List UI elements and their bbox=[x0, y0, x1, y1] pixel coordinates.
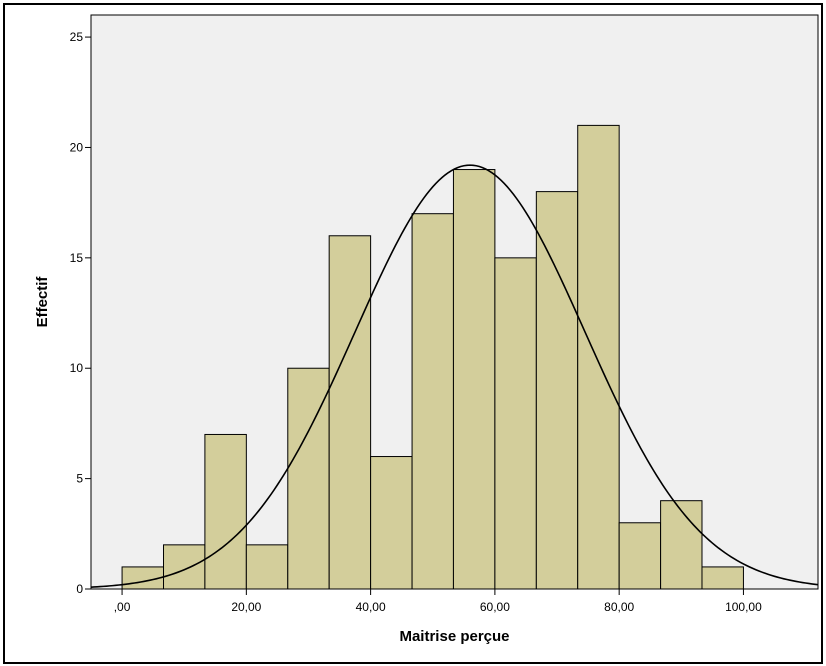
histogram-bar-3 bbox=[245, 544, 289, 590]
histogram-bar-14 bbox=[701, 566, 744, 590]
histogram-bar-10 bbox=[535, 191, 579, 590]
bars-group bbox=[121, 124, 744, 590]
y-axis-title: Effectif bbox=[34, 276, 51, 328]
x-tick-label-4: 80,00 bbox=[604, 600, 634, 614]
histogram-bar-13 bbox=[660, 500, 703, 590]
y-tick-label-3: 15 bbox=[70, 251, 84, 265]
chart-frame: 0 5 10 15 20 25 ,00 20,00 40,00 60,00 80,00 100,00… bbox=[3, 3, 823, 664]
x-tick-label-1: 20,00 bbox=[231, 600, 261, 614]
y-tick-label-0: 0 bbox=[76, 582, 83, 596]
x-tick-label-5: 100,00 bbox=[725, 600, 762, 614]
y-tick-label-5: 25 bbox=[70, 30, 84, 44]
histogram-bar-8 bbox=[452, 169, 496, 590]
histogram-bar-2 bbox=[204, 433, 247, 590]
y-tick-label-2: 10 bbox=[70, 361, 84, 375]
x-tick-label-0: ,00 bbox=[114, 600, 131, 614]
histogram-bar-7 bbox=[411, 213, 454, 590]
histogram-bar-1 bbox=[163, 544, 206, 590]
y-axis: 0 5 10 15 20 25 bbox=[70, 30, 91, 596]
x-tick-label-2: 40,00 bbox=[356, 600, 386, 614]
y-tick-label-4: 20 bbox=[70, 140, 84, 154]
histogram-chart: 0 5 10 15 20 25 ,00 20,00 40,00 60,00 80,00 100,00… bbox=[34, 14, 819, 645]
histogram-bar-12 bbox=[618, 522, 662, 590]
histogram-bar-6 bbox=[370, 456, 413, 590]
histogram-bar-9 bbox=[494, 257, 537, 590]
normal-curve bbox=[90, 164, 819, 588]
x-axis-title: Maitrise perçue bbox=[399, 628, 509, 645]
histogram-bar-11 bbox=[577, 124, 620, 590]
y-tick-label-1: 5 bbox=[76, 472, 83, 486]
histogram-bar-5 bbox=[328, 235, 372, 590]
x-axis: ,00 20,00 40,00 60,00 80,00 100,00 bbox=[114, 589, 762, 614]
x-tick-label-3: 60,00 bbox=[480, 600, 510, 614]
